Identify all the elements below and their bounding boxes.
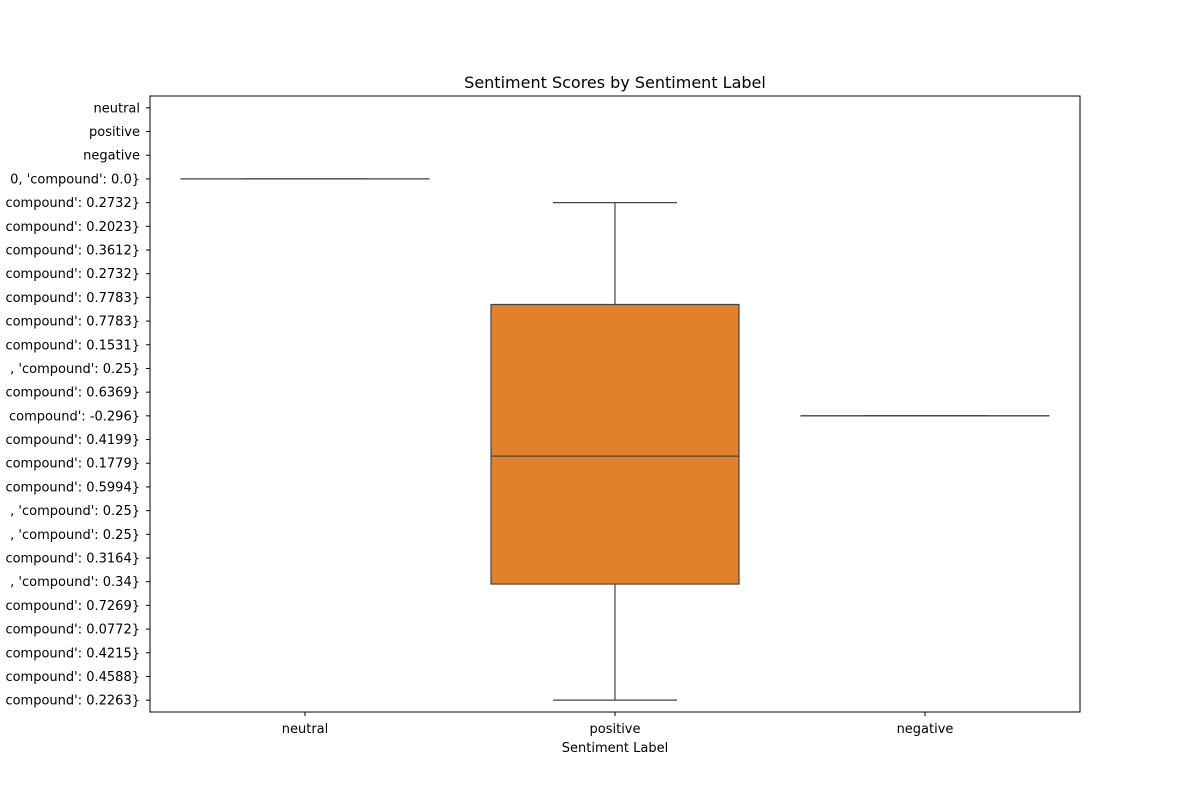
y-tick-label: compound': 0.3164}: [5, 552, 140, 567]
y-tick-label: compound': 0.1779}: [5, 457, 140, 472]
y-tick-label: compound': 0.7269}: [5, 599, 140, 614]
x-axis-label: Sentiment Label: [562, 741, 668, 756]
y-tick-label: negative: [83, 149, 140, 164]
y-tick-label: , 'compound': 0.34}: [10, 575, 140, 590]
y-tick-label: compound': 0.4199}: [5, 433, 140, 448]
chart-title: Sentiment Scores by Sentiment Label: [464, 73, 766, 92]
y-tick-label: , 'compound': 0.25}: [10, 362, 140, 377]
y-tick-label: compound': 0.2732}: [5, 267, 140, 282]
y-tick-label: positive: [89, 125, 140, 140]
box-body: [490, 303, 740, 585]
y-tick-label: compound': 0.6369}: [5, 386, 140, 401]
x-tick-label: positive: [590, 722, 641, 737]
y-tick-label: , 'compound': 0.25}: [10, 528, 140, 543]
y-tick-label: compound': 0.2732}: [5, 196, 140, 211]
y-tick-label: 0, 'compound': 0.0}: [10, 172, 140, 187]
y-tick-label: compound': 0.0772}: [5, 623, 140, 638]
boxes-layer: [180, 178, 1050, 701]
y-tick-label: , 'compound': 0.25}: [10, 504, 140, 519]
y-tick-label: neutral: [94, 101, 141, 116]
x-tick-label: negative: [897, 722, 954, 737]
y-tick-label: compound': 0.1531}: [5, 338, 140, 353]
ticks-layer: neutral positive negative 0, 'compound': 0.…: [5, 101, 953, 737]
y-tick-label: compound': 0.3612}: [5, 244, 140, 259]
y-tick-label: compound': 0.7783}: [5, 315, 140, 330]
y-tick-label: compound': 0.7783}: [5, 291, 140, 306]
box-positive: [490, 202, 740, 701]
y-tick-label: compound': 0.4215}: [5, 646, 140, 661]
x-tick-label: neutral: [282, 722, 329, 737]
y-tick-label: compound': -0.296}: [9, 409, 140, 424]
plot-frame: [149, 95, 1081, 713]
y-tick-label: compound': 0.4588}: [5, 670, 140, 685]
y-tick-label: compound': 0.2023}: [5, 220, 140, 235]
y-tick-label: compound': 0.2263}: [5, 694, 140, 709]
y-tick-label: compound': 0.5994}: [5, 480, 140, 495]
